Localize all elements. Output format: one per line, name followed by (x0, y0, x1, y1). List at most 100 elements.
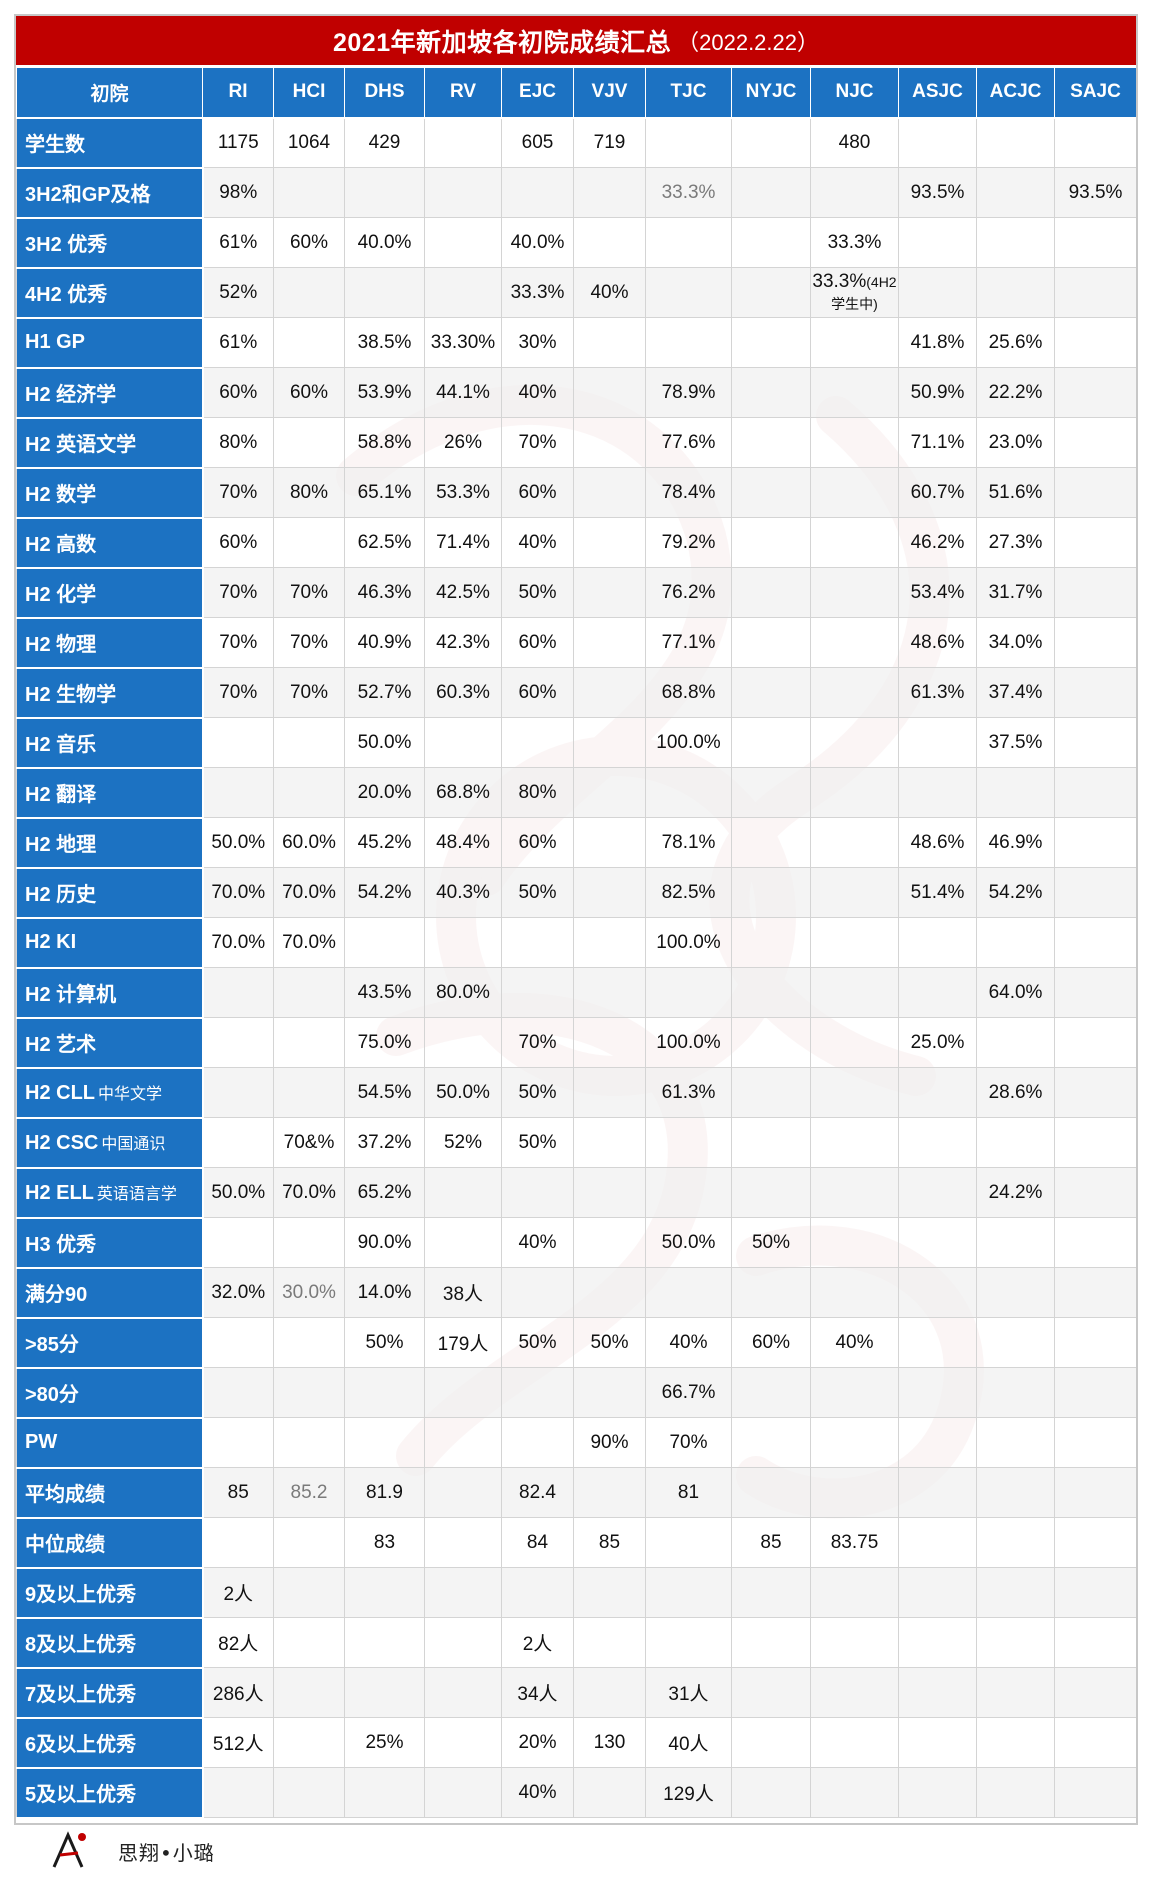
row-header: 6及以上优秀 (16, 1717, 204, 1769)
table-cell (424, 717, 502, 768)
row-header-label: H2 音乐 (25, 734, 97, 756)
table-cell: 41.8% (898, 317, 977, 368)
table-cell: 14.0% (344, 1267, 425, 1318)
table-cell: 82.4 (501, 1467, 574, 1518)
row-header-label: 4H2 优秀 (25, 284, 108, 306)
table-row: H2 ELL 英语语言学 50.0% 70.0% 65.2% 24.2% (16, 1167, 1136, 1219)
table-cell (202, 1067, 274, 1118)
table-cell (344, 1417, 425, 1468)
table-row: H2 数学 70% 80% 65.1% 53.3% 60% 78.4% 60.7% 51.6% (16, 467, 1136, 519)
table-cell (273, 1067, 345, 1118)
table-cell (273, 1217, 345, 1268)
row-header: H2 化学 (16, 567, 204, 619)
row-header: H2 艺术 (16, 1017, 204, 1069)
table-row: H2 历史 70.0% 70.0% 54.2% 40.3% 50% 82.5% 51.4% 54… (16, 867, 1136, 919)
table-cell: 77.1% (645, 617, 732, 668)
table-cell (731, 1367, 811, 1418)
table-cell (731, 1417, 811, 1468)
column-header: RI (202, 67, 274, 119)
row-header: H3 优秀 (16, 1217, 204, 1269)
table-cell (976, 1017, 1055, 1068)
table-cell (202, 967, 274, 1018)
table-cell (424, 1167, 502, 1218)
table-cell (273, 167, 345, 218)
table-cell: 60% (273, 367, 345, 418)
table-cell: 286人 (202, 1667, 274, 1718)
table-cell (731, 1767, 811, 1818)
table-cell: 82人 (202, 1617, 274, 1668)
row-header-label: H2 翻译 (25, 784, 97, 806)
table-cell: 81.9 (344, 1467, 425, 1518)
table-cell: 40% (501, 367, 574, 418)
table-cell: 719 (573, 117, 646, 168)
table-cell: 130 (573, 1717, 646, 1768)
table-cell: 46.2% (898, 517, 977, 568)
table-cell (202, 1117, 274, 1168)
table-cell (501, 967, 574, 1018)
table-cell (976, 1367, 1055, 1418)
row-header-label: 6及以上优秀 (25, 1734, 137, 1756)
table-cell: 70.0% (202, 867, 274, 918)
table-cell: 70% (501, 417, 574, 468)
table-cell: 33.3% (810, 217, 899, 268)
table-cell (273, 517, 345, 568)
table-cell (573, 417, 646, 468)
table-cell (573, 167, 646, 218)
row-header-label: H2 经济学 (25, 384, 117, 406)
table-cell (1054, 467, 1136, 518)
table-cell (273, 417, 345, 468)
table-cell (976, 1617, 1055, 1668)
table-cell: 25% (344, 1717, 425, 1768)
table-cell: 50% (501, 1317, 574, 1368)
table-cell: 60% (202, 367, 274, 418)
row-header-label: H2 生物学 (25, 684, 117, 706)
table-cell: 40% (501, 1217, 574, 1268)
row-header-label: H2 物理 (25, 634, 97, 656)
row-header: H2 KI (16, 917, 204, 969)
table-cell: 60.7% (898, 467, 977, 518)
table-cell (573, 1567, 646, 1618)
row-header: 9及以上优秀 (16, 1567, 204, 1619)
table-cell: 38人 (424, 1267, 502, 1318)
table-cell: 1175 (202, 117, 274, 168)
table-cell: 70% (273, 567, 345, 618)
table-cell (501, 717, 574, 768)
table-cell (424, 1467, 502, 1518)
table-cell (731, 1017, 811, 1068)
table-cell (344, 1567, 425, 1618)
table-cell (810, 467, 899, 518)
table-cell (501, 1567, 574, 1618)
table-cell: 38.5% (344, 317, 425, 368)
table-row: 7及以上优秀 286人 34人 31人 (16, 1667, 1136, 1719)
table-cell (810, 767, 899, 818)
table-cell (976, 267, 1055, 318)
table-cell: 50% (501, 867, 574, 918)
table-cell (424, 117, 502, 168)
table-cell (645, 1167, 732, 1218)
title-bar: 2021年新加坡各初院成绩汇总 （2022.2.22） (16, 16, 1136, 67)
table-cell (810, 1067, 899, 1118)
table-cell: 71.1% (898, 417, 977, 468)
table-cell: 100.0% (645, 717, 732, 768)
table-cell (344, 1367, 425, 1418)
table-cell: 90% (573, 1417, 646, 1468)
table-cell: 50.0% (344, 717, 425, 768)
table-cell: 40% (501, 1767, 574, 1818)
column-header: TJC (645, 67, 732, 119)
table-cell: 83.75 (810, 1517, 899, 1568)
title-date: （2022.2.22） (677, 29, 819, 55)
table-cell (424, 1417, 502, 1468)
table-cell (898, 1167, 977, 1218)
table-cell: 33.3%(4H2 学生中) (810, 267, 899, 318)
row-header: 5及以上优秀 (16, 1767, 204, 1819)
row-header-label: 学生数 (25, 134, 85, 156)
table-cell (273, 1417, 345, 1468)
table-cell (424, 1767, 502, 1818)
table-cell: 40% (501, 517, 574, 568)
table-cell: 66.7% (645, 1367, 732, 1418)
table-cell: 46.3% (344, 567, 425, 618)
table-cell (731, 217, 811, 268)
table-row: 8及以上优秀 82人 2人 (16, 1617, 1136, 1669)
table-cell (202, 767, 274, 818)
table-cell (573, 1017, 646, 1068)
